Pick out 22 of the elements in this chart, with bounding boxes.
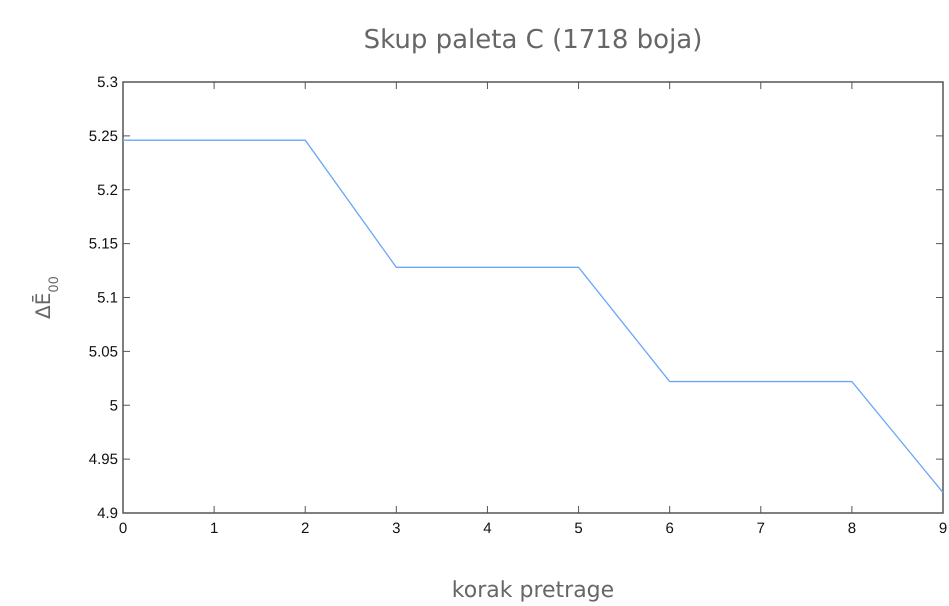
x-tick-label: 8 bbox=[848, 520, 856, 537]
y-tick-label: 5 bbox=[110, 397, 118, 414]
x-axis-title: korak pretrage bbox=[452, 578, 614, 603]
x-tick-label: 3 bbox=[392, 520, 401, 537]
y-tick-label: 4.95 bbox=[88, 451, 118, 468]
chart-title: Skup paleta C (1718 boja) bbox=[364, 25, 702, 55]
x-tick-label: 5 bbox=[574, 520, 583, 537]
y-tick-label: 5.05 bbox=[88, 343, 118, 360]
y-tick-label: 5.1 bbox=[97, 290, 118, 306]
line-series bbox=[122, 140, 944, 494]
x-tick-label: 9 bbox=[938, 520, 948, 537]
x-tick-label: 7 bbox=[756, 520, 765, 537]
y-tick-label: 5.2 bbox=[97, 182, 118, 199]
y-tick-label: 4.9 bbox=[97, 505, 118, 522]
x-tick-label: 2 bbox=[301, 520, 310, 537]
y-tick-label: 5.15 bbox=[88, 236, 118, 253]
y-tick-label: 5.25 bbox=[88, 128, 118, 145]
x-tick-label: 4 bbox=[483, 520, 492, 537]
x-tick-label: 6 bbox=[665, 520, 674, 537]
x-tick-label: 1 bbox=[210, 520, 218, 537]
y-tick-label: 5.3 bbox=[97, 74, 118, 91]
x-tick-label: 0 bbox=[118, 520, 128, 537]
